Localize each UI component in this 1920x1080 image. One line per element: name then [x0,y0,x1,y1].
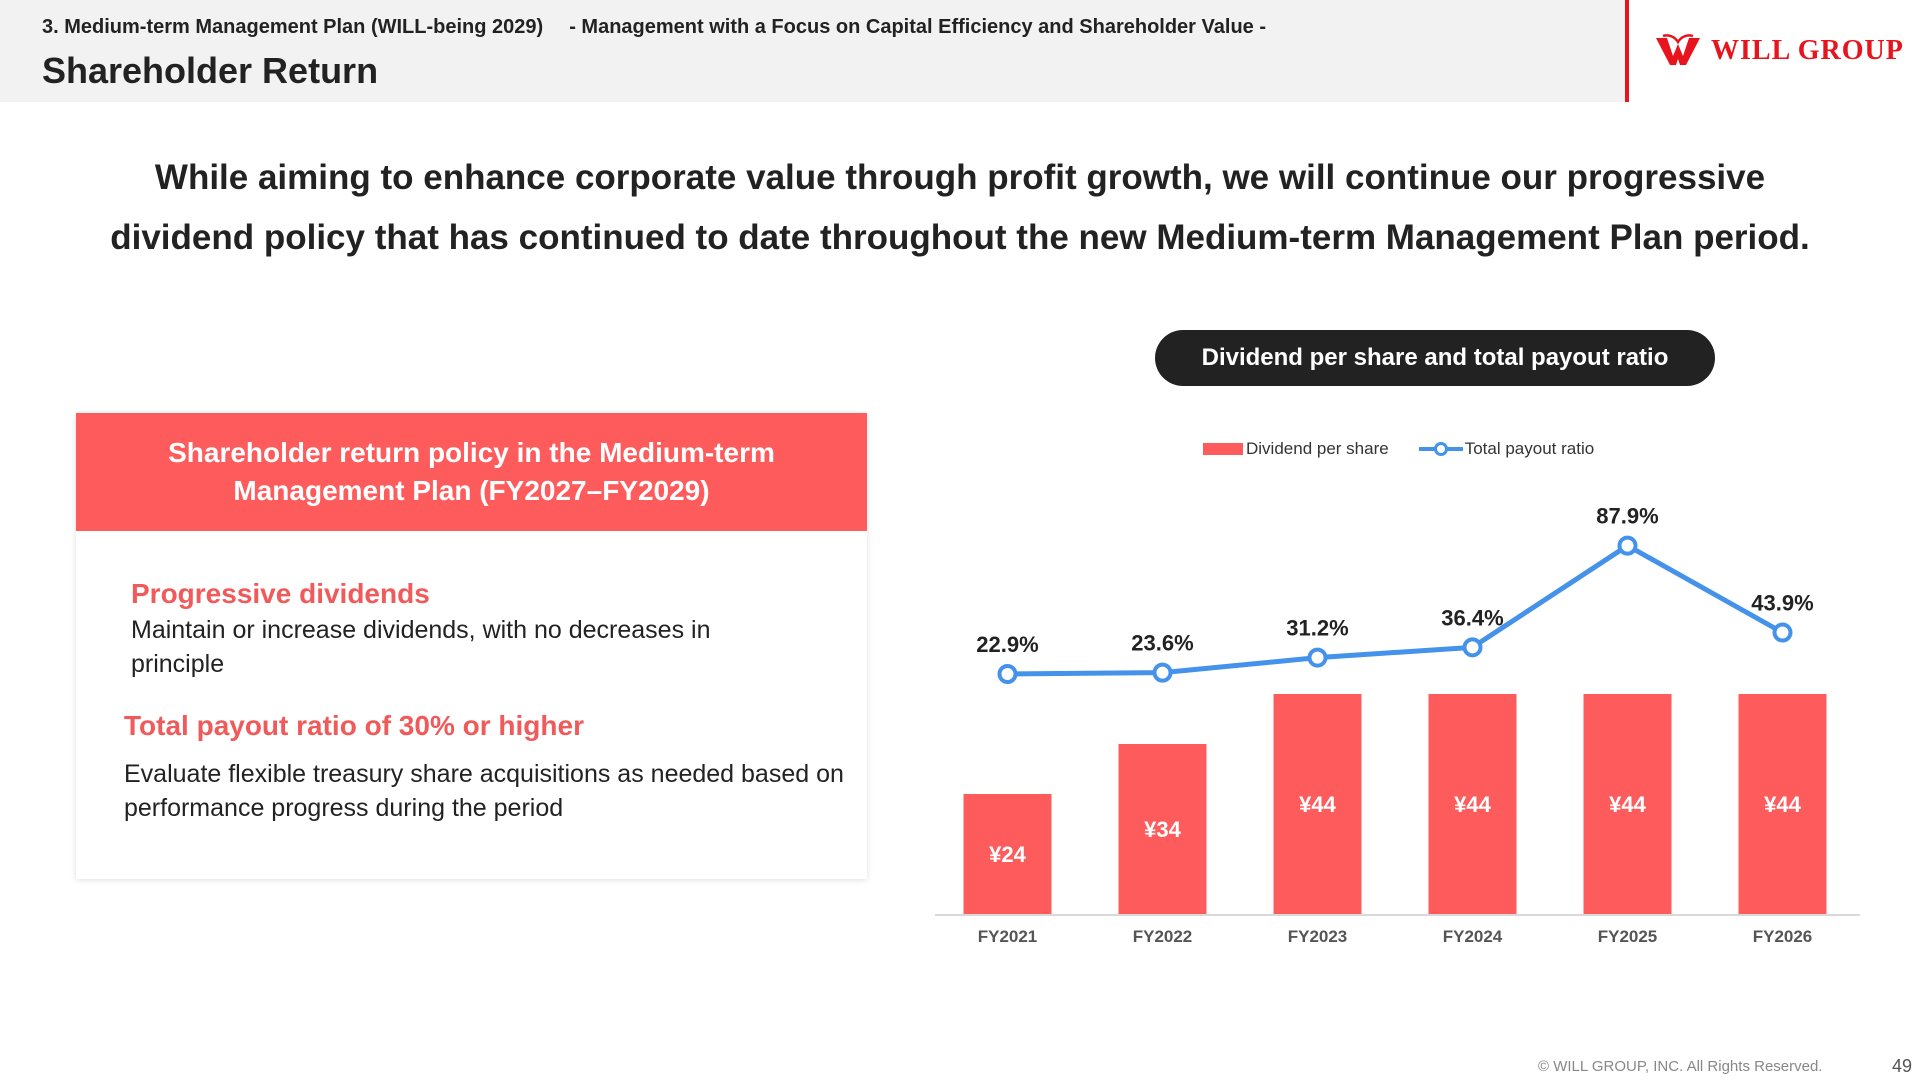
payout-ratio-label: 36.4% [1441,605,1503,630]
logo-mark-icon [1656,34,1700,65]
legend-label-dividend: Dividend per share [1246,439,1389,458]
page-number: 49 [1892,1056,1913,1076]
policy-card-header: Shareholder return policy in the Medium-… [76,413,867,531]
logo-text: WILL GROUP [1711,35,1904,66]
x-tick-label: FY2024 [1443,927,1503,946]
policy-item-1-description: Maintain or increase dividends, with no … [131,616,711,678]
header-bar: 3. Medium-term Management Plan (WILL-bei… [0,0,1625,102]
dividend-bar-label: ¥44 [1764,792,1801,817]
dividend-bar [1583,694,1672,914]
legend-line-swatch [1418,442,1463,456]
headline-line-1: While aiming to enhance corporate value … [154,158,1766,197]
dividend-bar-label: ¥34 [1144,817,1181,842]
payout-ratio-label: 23.6% [1131,631,1193,656]
section-label: 3. Medium-term Management Plan (WILL-bei… [42,16,544,38]
policy-heading-line-1: Shareholder return policy in the Medium-… [168,437,775,468]
payout-ratio-point [1617,535,1638,556]
dividend-bar [1118,744,1207,914]
payout-ratio-label: 22.9% [976,632,1038,657]
legend-bar-swatch [1203,443,1243,455]
payout-ratio-line [1007,543,1784,677]
chart-title-pill: Dividend per share and total payout rati… [1155,330,1715,386]
dividend-bar [1738,694,1827,914]
legend-label-payout: Total payout ratio [1464,439,1595,458]
header-divider [1625,0,1629,102]
copyright: © WILL GROUP, INC. All Rights Reserved. [1538,1058,1823,1075]
x-tick-label: FY2023 [1288,927,1348,946]
x-tick-label: FY2026 [1753,927,1813,946]
dividend-payout-chart: ¥24 FY2021 ¥34 FY2022 ¥44 FY2023 ¥44 FY2024 ¥44 F… [935,504,1860,946]
payout-ratio-point [1152,662,1173,683]
header-subtitle-line: 3. Medium-term Management Plan (WILL-bei… [42,16,1266,39]
policy-item-2-title: Total payout ratio of 30% or higher [124,710,584,741]
policy-heading-line-2: Management Plan (FY2027–FY2029) [233,475,710,506]
dividend-bar-label: ¥44 [1454,792,1491,817]
dividend-bar [963,794,1052,914]
payout-ratio-point [1307,647,1328,668]
dividend-bar-label: ¥44 [1609,792,1646,817]
x-tick-label: FY2021 [978,927,1038,946]
chart-legend: Dividend per share Total payout ratio [1203,439,1594,459]
payout-ratio-point [1462,637,1483,658]
x-tick-label: FY2022 [1133,927,1193,946]
headline-line-2: dividend policy that has continued to da… [110,218,1810,257]
payout-ratio-label: 43.9% [1751,591,1813,616]
section-subtitle: - Management with a Focus on Capital Eff… [569,16,1266,38]
policy-item-1-title: Progressive dividends [131,578,430,609]
dividend-bar-label: ¥24 [989,842,1026,867]
payout-ratio-point [1772,622,1793,643]
payout-ratio-label: 31.2% [1286,616,1348,641]
dividend-bar [1428,694,1517,914]
company-logo: WILL GROUP [1655,34,1904,68]
x-tick-label: FY2025 [1598,927,1658,946]
payout-ratio-point [997,664,1018,684]
policy-item-2-description: Evaluate flexible treasury share acquisi… [124,760,844,822]
dividend-bar [1273,694,1362,914]
page-title: Shareholder Return [42,50,379,91]
policy-card: Shareholder return policy in the Medium-… [76,413,867,879]
dividend-bar-label: ¥44 [1299,792,1336,817]
payout-ratio-label: 87.9% [1596,504,1658,529]
